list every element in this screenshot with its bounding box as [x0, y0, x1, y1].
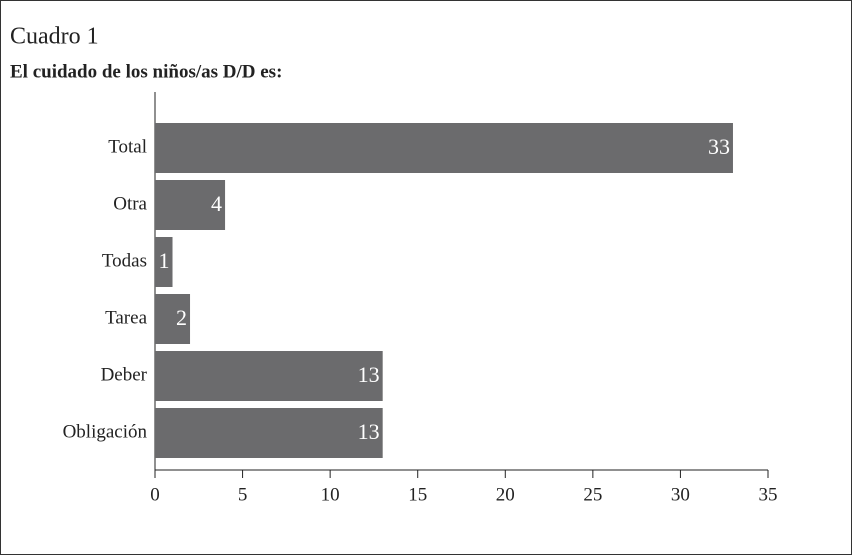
y-tick-label: Todas	[102, 250, 147, 271]
y-tick-label: Otra	[113, 193, 147, 214]
chart-title: Cuadro 1	[10, 24, 99, 50]
x-tick-label: 5	[238, 484, 248, 505]
value-label: 33	[708, 134, 730, 159]
y-tick-label: Tarea	[105, 307, 147, 328]
y-tick-label: Obligación	[63, 421, 148, 442]
y-tick-label: Deber	[101, 364, 148, 385]
chart-subtitle: El cuidado de los niños/as D/D es:	[10, 61, 282, 82]
value-label: 2	[176, 305, 187, 330]
x-tick-label: 25	[583, 484, 602, 505]
value-label: 1	[159, 248, 170, 273]
bar	[155, 408, 383, 458]
bar	[155, 123, 733, 173]
value-label: 13	[358, 419, 380, 444]
bar	[155, 180, 226, 230]
x-tick-label: 35	[759, 484, 778, 505]
x-tick-label: 15	[408, 484, 427, 505]
x-tick-label: 0	[150, 484, 160, 505]
x-tick-label: 20	[496, 484, 515, 505]
bar	[155, 294, 191, 344]
bar	[155, 351, 383, 401]
bar	[155, 237, 173, 287]
x-tick-label: 30	[671, 484, 690, 505]
y-tick-label: Total	[108, 136, 147, 157]
x-tick-label: 10	[321, 484, 340, 505]
value-label: 13	[358, 362, 380, 387]
value-label: 4	[211, 191, 222, 216]
